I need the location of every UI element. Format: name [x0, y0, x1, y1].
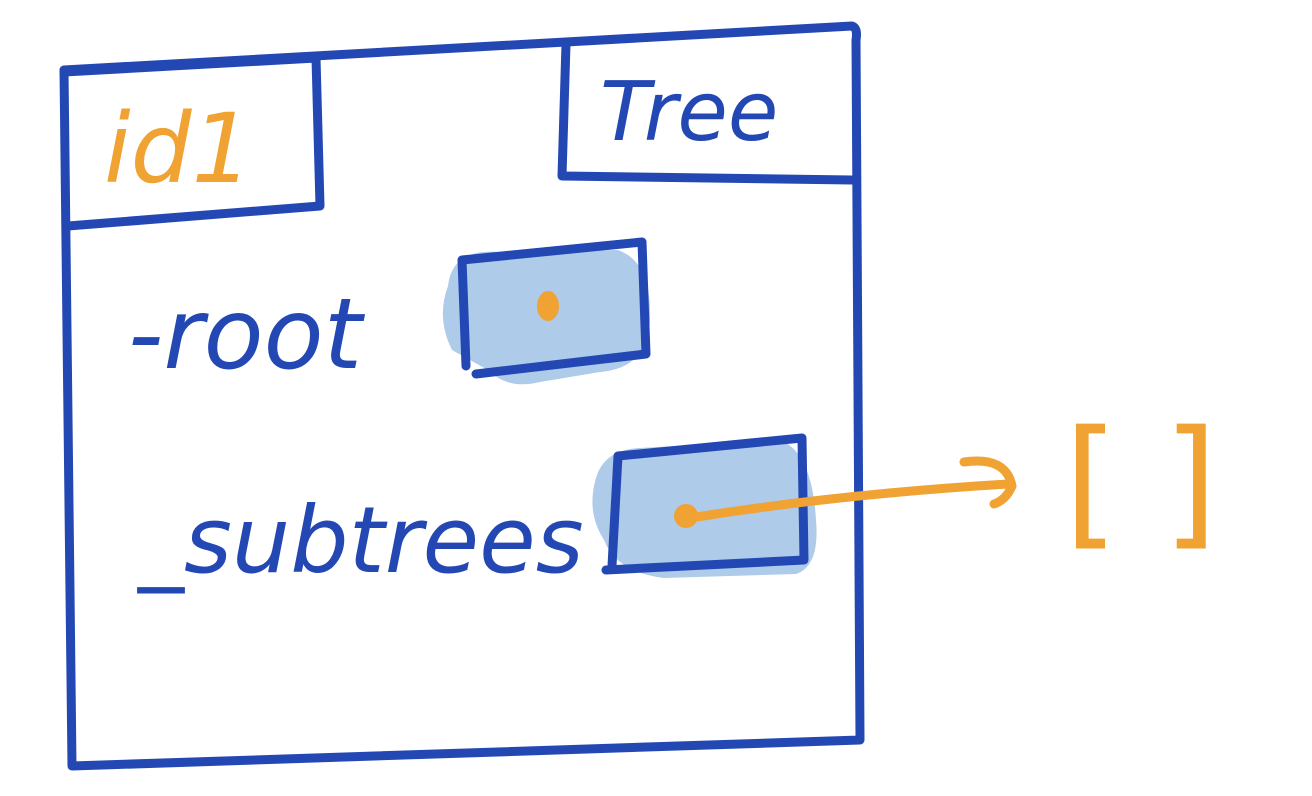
- arrow-head-icon: [959, 456, 1017, 509]
- id-box: [59, 53, 325, 231]
- subtrees-value-label: [ ]: [1064, 401, 1218, 564]
- object-type-label: Tree: [600, 65, 778, 160]
- object-id-label: id1: [104, 93, 253, 205]
- root-slot-box: [457, 237, 651, 379]
- object-frame: [59, 21, 865, 771]
- type-box: [557, 39, 857, 185]
- root-attribute-label: -root: [128, 278, 366, 392]
- subtrees-reference-arrow: [685, 479, 1013, 523]
- subtrees-slot-fill: [592, 440, 817, 578]
- subtrees-attribute-label: _subtrees: [137, 487, 584, 594]
- root-reference-dot: [537, 291, 559, 321]
